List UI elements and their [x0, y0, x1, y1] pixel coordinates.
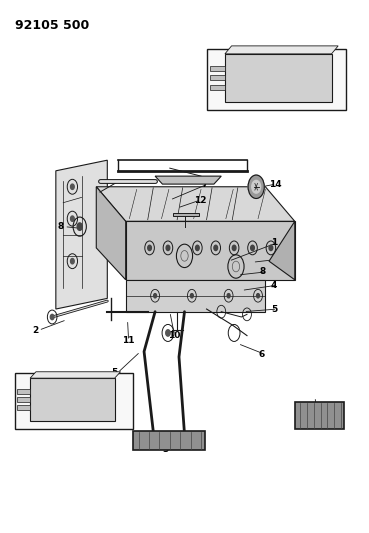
- Circle shape: [252, 180, 261, 193]
- Bar: [30, 378, 115, 421]
- Polygon shape: [126, 221, 295, 280]
- Circle shape: [269, 245, 273, 251]
- Bar: [210, 85, 225, 90]
- Circle shape: [248, 175, 264, 198]
- Text: 14: 14: [269, 180, 282, 189]
- Text: 15: 15: [214, 96, 227, 106]
- Bar: [17, 397, 30, 402]
- Text: 16: 16: [310, 403, 322, 412]
- Polygon shape: [173, 213, 199, 216]
- Text: 9: 9: [278, 254, 284, 263]
- Text: 4: 4: [271, 280, 277, 289]
- Text: 6: 6: [258, 350, 264, 359]
- Circle shape: [166, 245, 170, 251]
- Circle shape: [214, 245, 218, 251]
- Text: 8: 8: [58, 222, 64, 231]
- Bar: [210, 75, 225, 80]
- Text: 5: 5: [271, 304, 277, 313]
- Polygon shape: [56, 160, 107, 309]
- Polygon shape: [269, 221, 295, 280]
- Bar: [17, 389, 30, 394]
- Polygon shape: [96, 187, 126, 280]
- Text: 92105 500: 92105 500: [15, 19, 90, 33]
- Circle shape: [196, 245, 199, 251]
- Text: 7: 7: [201, 180, 207, 189]
- Polygon shape: [96, 187, 295, 221]
- Text: 11: 11: [122, 336, 135, 345]
- Polygon shape: [155, 176, 221, 184]
- Circle shape: [154, 294, 156, 298]
- Polygon shape: [133, 431, 205, 450]
- Polygon shape: [126, 280, 265, 312]
- Bar: [207, 49, 346, 110]
- Circle shape: [232, 245, 236, 251]
- Circle shape: [190, 294, 193, 298]
- Polygon shape: [225, 46, 338, 54]
- Text: 1: 1: [271, 238, 277, 247]
- Circle shape: [70, 216, 74, 221]
- Bar: [210, 66, 225, 71]
- Text: 5: 5: [111, 368, 117, 377]
- Text: 10: 10: [168, 331, 180, 340]
- Circle shape: [70, 184, 74, 189]
- Bar: [17, 405, 30, 410]
- Circle shape: [251, 245, 254, 251]
- Text: 3: 3: [162, 446, 169, 455]
- Text: 13: 13: [118, 415, 131, 424]
- Text: 8: 8: [260, 268, 266, 276]
- Text: 12: 12: [194, 196, 206, 205]
- Bar: [225, 54, 331, 102]
- Circle shape: [256, 294, 259, 298]
- Bar: [15, 373, 133, 429]
- Circle shape: [70, 259, 74, 264]
- Circle shape: [166, 330, 170, 336]
- Polygon shape: [295, 402, 344, 429]
- Polygon shape: [30, 372, 121, 378]
- Circle shape: [227, 294, 230, 298]
- Circle shape: [77, 223, 82, 230]
- Circle shape: [148, 245, 151, 251]
- Text: 2: 2: [32, 326, 38, 335]
- Circle shape: [50, 314, 54, 320]
